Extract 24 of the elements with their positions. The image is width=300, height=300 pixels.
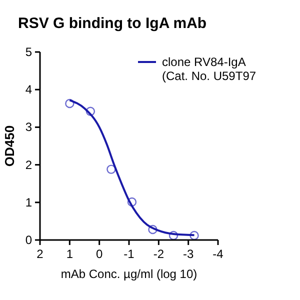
y-tick-label: 4 xyxy=(25,82,32,97)
point xyxy=(168,230,178,240)
x-tick-label: -3 xyxy=(182,247,194,261)
y-tick-label: 5 xyxy=(25,45,32,59)
x-tick-label: -2 xyxy=(153,247,164,261)
y-tick-label: 1 xyxy=(25,195,32,210)
point xyxy=(106,164,116,174)
y-tick-label: 2 xyxy=(25,158,32,172)
chart-title: RSV G binding to IgA mAb xyxy=(18,15,207,32)
x-tick-label: -1 xyxy=(124,247,135,261)
point xyxy=(190,230,199,240)
x-tick-label: 2 xyxy=(36,247,44,261)
legend-label: clone RV84-IgA (Cat. No. U59T97 xyxy=(162,55,256,83)
x-tick-label: 0 xyxy=(96,247,103,261)
y-tick-label: 0 xyxy=(25,233,32,247)
y-tick-label: 3 xyxy=(25,120,32,134)
point xyxy=(86,106,96,116)
point xyxy=(127,197,137,207)
x-axis-title: mAb Conc. µg/ml (log 10) xyxy=(60,267,198,281)
point xyxy=(65,98,74,108)
y-axis-title: OD450 xyxy=(2,125,17,167)
point xyxy=(148,224,158,234)
x-tick-label: -4 xyxy=(212,247,224,261)
x-tick-label: 1 xyxy=(66,247,74,261)
